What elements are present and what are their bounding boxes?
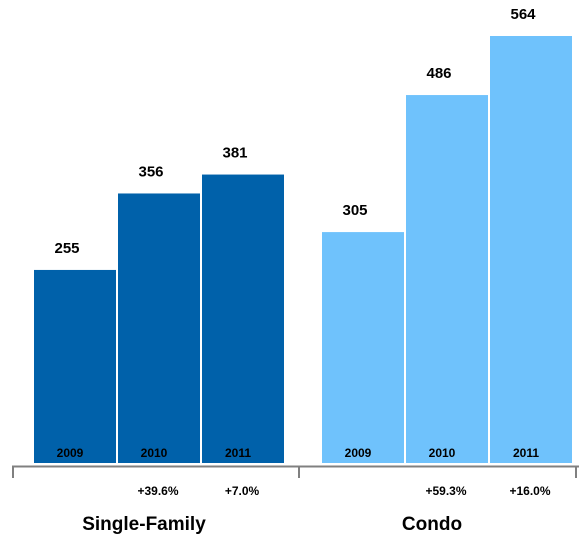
value-label: 381 <box>222 145 247 162</box>
group-label-condo: Condo <box>402 514 462 535</box>
bar-single-family-2010 <box>118 193 200 464</box>
year-tick-label: 2011 <box>513 446 539 460</box>
bar-single-family-2011 <box>202 174 284 464</box>
year-tick-label: 2010 <box>141 446 168 460</box>
change-label: +39.6% <box>137 484 178 498</box>
year-tick-label: 2011 <box>225 446 251 460</box>
bar-condo-2010 <box>406 95 488 463</box>
group-label-single-family: Single-Family <box>82 514 206 535</box>
value-label: 356 <box>138 163 163 180</box>
category-axis <box>12 465 579 478</box>
value-label: 486 <box>426 65 451 82</box>
bar-single-family-2009 <box>34 269 116 463</box>
value-label: 564 <box>510 6 536 23</box>
change-label: +16.0% <box>509 484 550 498</box>
year-tick-label: 2009 <box>345 446 372 460</box>
value-label: 305 <box>342 202 367 219</box>
year-tick-label: 2010 <box>429 446 456 460</box>
labels-layer: 255 2009 356 2010 +39.6% 381 2011 +7.0% Single-F… <box>54 6 550 535</box>
year-tick-label: 2009 <box>57 446 84 460</box>
bars-layer <box>34 36 572 464</box>
bar-condo-2011 <box>490 36 572 463</box>
change-label: +7.0% <box>225 484 260 498</box>
change-label: +59.3% <box>425 484 466 498</box>
bar-condo-2009 <box>322 232 404 463</box>
value-label: 255 <box>54 240 79 257</box>
